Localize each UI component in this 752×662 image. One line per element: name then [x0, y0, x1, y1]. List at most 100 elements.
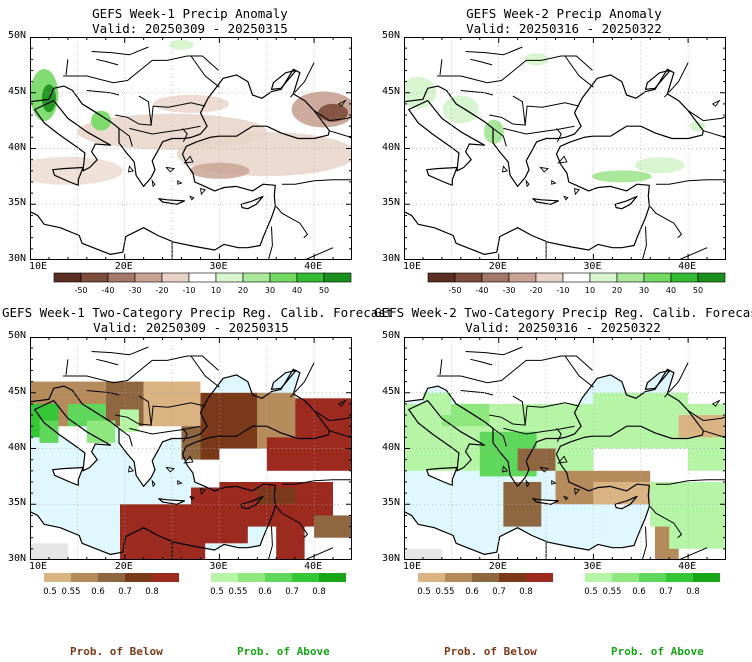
country-border — [703, 130, 726, 138]
colorbar-label: 40 — [292, 286, 302, 295]
colorbar-swatch — [616, 272, 645, 283]
colorbar-swatch — [80, 272, 109, 283]
colorbar-label: 0.5 — [43, 587, 57, 597]
colorbar-swatch — [265, 573, 292, 582]
country-border — [129, 125, 201, 135]
country-border — [564, 55, 594, 88]
colorbar-swatch — [269, 272, 298, 283]
country-border — [65, 359, 69, 375]
colorbar-label: -10 — [556, 286, 569, 295]
colorbar-swatch — [445, 573, 472, 582]
country-border — [524, 102, 580, 126]
colorbar-label: 0.55 — [436, 587, 455, 597]
colorbar-swatch — [211, 573, 238, 582]
country-border — [503, 425, 575, 435]
above-colorbar-2: 0.5 0.55 0.6 0.7 0.8 — [584, 573, 720, 597]
country-border — [302, 547, 334, 560]
island-outline — [199, 187, 207, 196]
lon-tick-label: 10E — [29, 261, 48, 272]
country-border — [503, 125, 575, 135]
island-outline — [539, 166, 550, 173]
below-colorbar-1: 0.5 0.55 0.6 0.7 0.8 — [43, 573, 179, 597]
colorbar-swatch — [238, 573, 265, 582]
colorbar-swatch — [242, 272, 271, 283]
probability-cell — [678, 415, 726, 438]
country-border — [676, 247, 708, 260]
island-outline — [539, 466, 550, 473]
lon-tick-label: 30E — [583, 561, 602, 572]
panel4-title: GEFS Week-2 Two-Category Precip Reg. Cal… — [374, 305, 752, 320]
colorbar-label: 20 — [612, 286, 622, 295]
colorbar-swatch — [508, 272, 537, 283]
colorbar-label: 0.55 — [62, 587, 81, 597]
colorbar-label: 30 — [265, 286, 275, 295]
lat-tick-label: 35N — [382, 197, 401, 209]
country-border — [81, 103, 111, 123]
lat-tick-label: 40N — [382, 441, 401, 453]
country-border — [290, 362, 315, 398]
colorbar-swatch — [499, 573, 526, 582]
island-outline — [189, 495, 195, 501]
coastline-italy — [408, 100, 486, 172]
lat-tick-label: 50N — [8, 30, 27, 41]
colorbar-label: 0.8 — [145, 587, 159, 597]
land-cyprus — [615, 196, 637, 209]
coastline-azov — [644, 69, 671, 90]
colorbar-label: 0.5 — [210, 587, 224, 597]
lon-tick-label: 10E — [403, 561, 422, 572]
probability-cell — [257, 487, 296, 505]
panel4-valid: Valid: 20250316 - 20250322 — [465, 320, 661, 335]
colorbar-label: -20 — [529, 286, 542, 295]
anomaly-wet — [634, 157, 685, 174]
country-border — [313, 410, 352, 422]
colorbar-swatch — [134, 272, 163, 283]
island-outline — [151, 479, 156, 488]
lon-tick-label: 20E — [488, 561, 507, 572]
colorbar-label: 0.55 — [603, 587, 622, 597]
country-border — [129, 425, 201, 435]
colorbar-swatch — [152, 573, 179, 582]
panel3-valid: Valid: 20250309 - 20250315 — [93, 320, 289, 335]
island-outline — [501, 465, 509, 473]
land-cyprus — [241, 196, 263, 209]
prob-below-label-2: Prob. of Below — [444, 645, 537, 658]
country-border — [81, 403, 111, 423]
lon-tick-label: 10E — [403, 261, 422, 272]
coastline-mainland — [404, 368, 704, 555]
colorbar-label: 0.7 — [285, 587, 299, 597]
lat-tick-label: 50N — [382, 330, 401, 341]
country-border — [150, 102, 206, 126]
lon-tick-label: 20E — [114, 561, 133, 572]
lat-tick-label: 35N — [8, 497, 27, 509]
country-border — [556, 428, 562, 443]
anomaly-wet — [169, 39, 194, 50]
coastline-crete — [158, 498, 185, 505]
lat-tick-label: 45N — [8, 385, 27, 397]
country-border — [63, 55, 219, 84]
lake-outline — [183, 455, 194, 464]
lat-tick-label: 30N — [8, 253, 27, 264]
island-outline — [525, 179, 530, 188]
country-border — [703, 430, 726, 438]
colorbar-swatch — [697, 272, 726, 283]
lat-tick-label: 35N — [382, 497, 401, 509]
colorbar-label: 0.6 — [465, 587, 479, 597]
coastline-cyprus — [240, 495, 264, 510]
country-border — [655, 179, 726, 185]
colorbar-label: -50 — [448, 286, 461, 295]
country-border — [150, 402, 206, 426]
country-border — [455, 403, 485, 423]
lake-outline — [711, 99, 721, 107]
map-week1-probability — [30, 337, 352, 560]
lat-tick-label: 30N — [382, 253, 401, 264]
anomaly-dry-band — [30, 156, 123, 185]
island-outline — [177, 180, 183, 185]
country-border — [329, 430, 352, 438]
panel1-valid: Valid: 20250309 - 20250315 — [92, 21, 288, 36]
coastline-mainland — [30, 368, 330, 555]
lat-tick-label: 30N — [382, 553, 401, 564]
country-border — [439, 359, 443, 375]
country-border — [302, 247, 334, 260]
panel1-title: GEFS Week-1 Precip Anomaly — [92, 6, 288, 21]
island-outline — [563, 195, 569, 201]
